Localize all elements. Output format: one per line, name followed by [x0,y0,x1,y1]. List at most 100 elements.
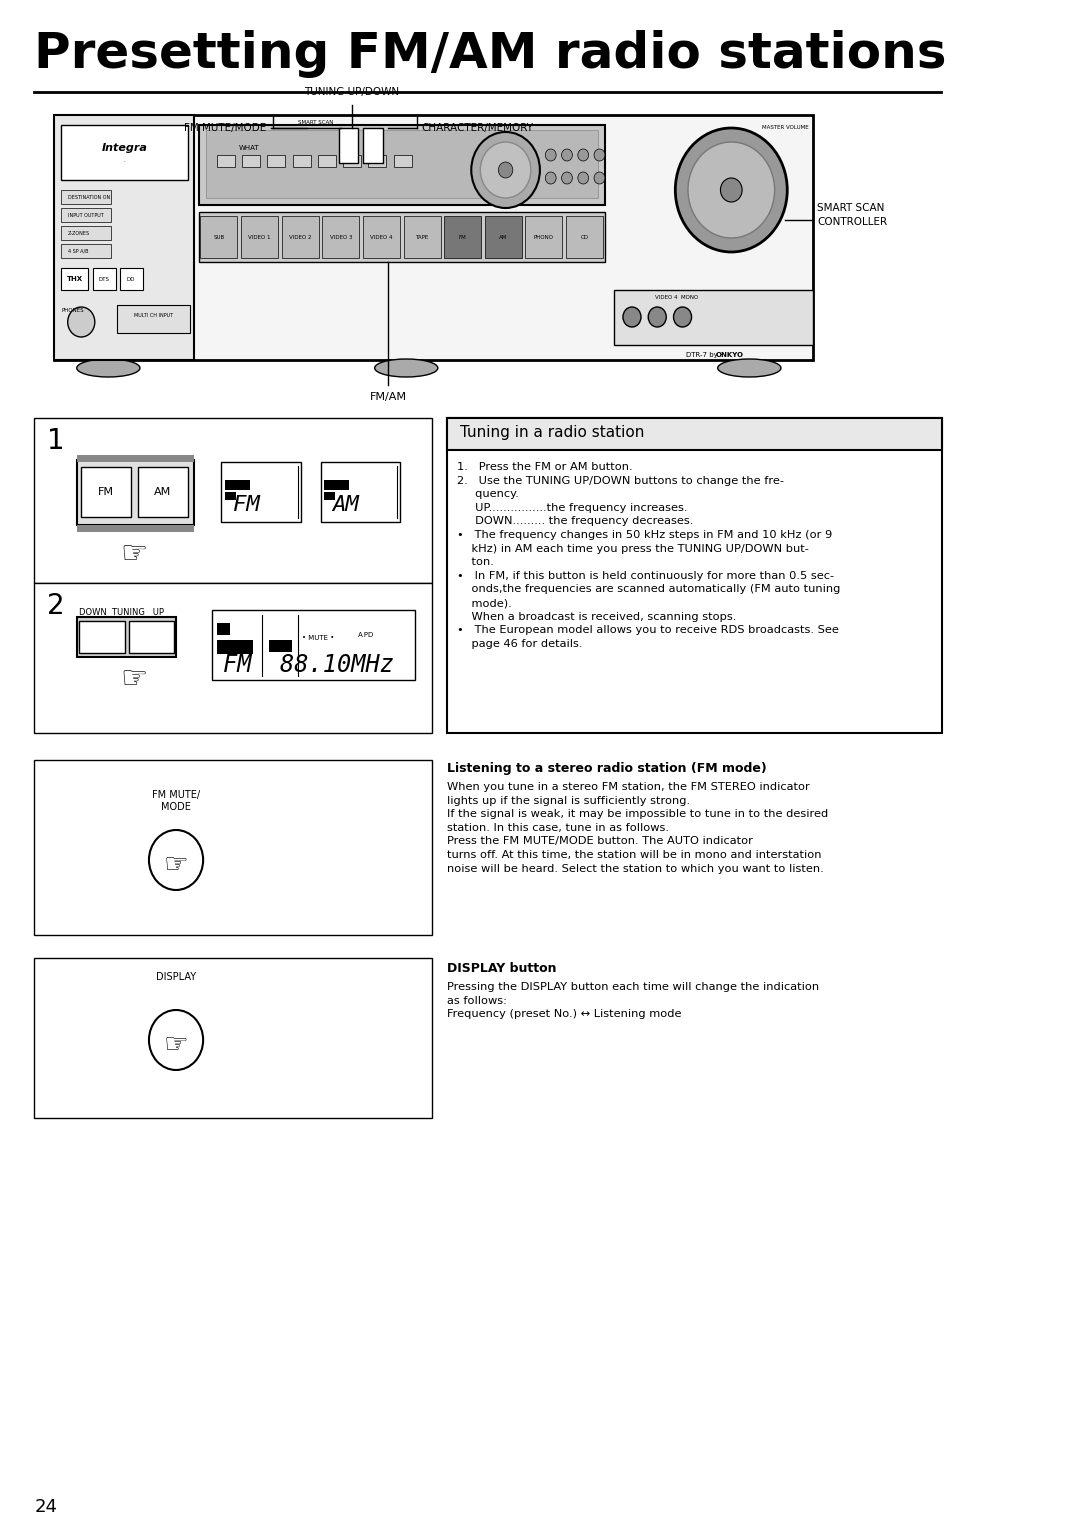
Ellipse shape [718,359,781,377]
Bar [217,640,253,654]
Circle shape [623,307,642,327]
Bar [138,468,188,516]
Text: FM/AM: FM/AM [369,393,407,402]
Text: WHAT: WHAT [240,145,260,151]
Text: A.PD: A.PD [357,633,374,639]
Bar [62,208,111,222]
Text: VIDEO 3: VIDEO 3 [329,234,352,240]
Bar [35,759,432,935]
Text: Tuning in a radio station: Tuning in a radio station [460,425,645,440]
Text: INPUT OUTPUT: INPUT OUTPUT [68,212,104,217]
Bar [130,620,174,652]
Text: 24: 24 [35,1497,57,1516]
Text: FM: FM [233,495,259,515]
Circle shape [594,173,605,183]
Text: ☞: ☞ [120,665,147,694]
Text: VIDEO 1: VIDEO 1 [248,234,271,240]
Text: SMART SCAN
CONTROLLER: SMART SCAN CONTROLLER [818,203,887,228]
Bar [212,610,416,680]
Bar [201,215,238,258]
Text: ☞: ☞ [163,1031,189,1059]
Text: VIDEO 4: VIDEO 4 [370,234,393,240]
Text: DTS: DTS [98,277,109,281]
Bar [444,215,482,258]
Bar [54,115,812,361]
Text: FM MUTE/MODE: FM MUTE/MODE [184,122,267,133]
Bar [267,154,285,167]
Bar [206,130,597,199]
Text: AM: AM [153,487,171,497]
Text: DOWN  TUNING   UP: DOWN TUNING UP [80,608,164,617]
Text: ☞: ☞ [120,539,147,568]
Circle shape [720,177,742,202]
Circle shape [545,150,556,160]
Text: .: . [124,157,125,162]
Bar [35,584,432,733]
Circle shape [648,307,666,327]
Text: Presetting FM/AM radio stations: Presetting FM/AM radio stations [35,31,947,78]
Bar [485,215,522,258]
Text: SMART SCAN: SMART SCAN [298,121,334,125]
Text: FM MUTE/: FM MUTE/ [152,790,200,801]
Circle shape [674,307,691,327]
Bar [35,419,432,584]
Text: TUNING UP/DOWN: TUNING UP/DOWN [305,87,400,96]
Bar [199,125,605,205]
Bar [62,125,188,180]
Bar [62,244,111,258]
Bar [118,306,190,333]
Circle shape [471,131,540,208]
Text: DESTINATION ON: DESTINATION ON [68,194,110,200]
Bar [120,267,143,290]
Bar [526,215,563,258]
Bar [93,267,116,290]
Circle shape [481,142,531,199]
Bar [613,290,812,345]
Bar [80,620,124,652]
Circle shape [578,173,589,183]
Text: AM: AM [333,495,359,515]
Text: VIDEO 4  MONO: VIDEO 4 MONO [656,295,699,299]
Bar [35,958,432,1118]
Ellipse shape [375,359,437,377]
Text: MASTER VOLUME: MASTER VOLUME [762,125,809,130]
Bar [447,419,942,451]
Text: MULTI CH INPUT: MULTI CH INPUT [134,313,173,318]
Bar [242,154,260,167]
Text: 1.   Press the FM or AM button.
2.   Use the TUNING UP/DOWN buttons to change th: 1. Press the FM or AM button. 2. Use the… [457,461,840,649]
Bar [225,492,235,500]
Circle shape [594,150,605,160]
Text: Integra: Integra [102,144,148,153]
Bar [62,189,111,205]
Text: PHONO: PHONO [534,234,554,240]
Bar [338,128,359,163]
Text: CD: CD [581,234,589,240]
Text: FM: FM [97,487,113,497]
Text: PHONES: PHONES [62,309,84,313]
Text: • MUTE •: • MUTE • [301,636,334,642]
Bar [54,115,194,361]
Bar [221,461,300,523]
Bar [77,460,194,526]
Text: FM  88.10MHz: FM 88.10MHz [222,652,394,677]
Bar [282,215,319,258]
Circle shape [578,150,589,160]
Text: CHARACTER/MEMORY: CHARACTER/MEMORY [421,122,534,133]
Ellipse shape [77,359,140,377]
Bar [217,154,234,167]
Bar [404,215,441,258]
Bar [217,623,230,636]
Text: MODE: MODE [161,802,191,811]
Bar [324,480,350,490]
Text: ONKYO: ONKYO [716,351,744,358]
Text: VIDEO 2: VIDEO 2 [289,234,311,240]
Bar [447,419,942,733]
Bar [225,480,251,490]
Bar [363,215,400,258]
Bar [81,468,131,516]
Circle shape [68,307,95,338]
Text: FM: FM [459,234,467,240]
Text: DTR-7 by: DTR-7 by [686,351,720,358]
Bar [368,154,387,167]
Circle shape [688,142,774,238]
